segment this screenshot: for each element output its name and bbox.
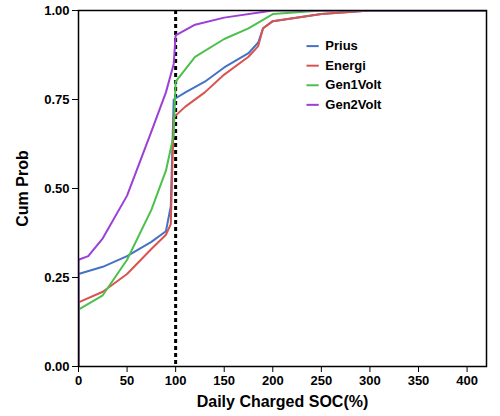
svg-text:0: 0 — [75, 373, 82, 388]
svg-text:Prius: Prius — [325, 38, 358, 53]
svg-text:50: 50 — [120, 373, 134, 388]
svg-text:Gen2Volt: Gen2Volt — [325, 97, 382, 112]
svg-text:Cum Prob: Cum Prob — [14, 150, 31, 227]
svg-text:150: 150 — [213, 373, 235, 388]
svg-text:200: 200 — [262, 373, 284, 388]
svg-text:0.50: 0.50 — [44, 181, 69, 196]
svg-text:100: 100 — [165, 373, 187, 388]
svg-text:0.00: 0.00 — [44, 359, 69, 374]
svg-text:300: 300 — [359, 373, 381, 388]
svg-text:0.25: 0.25 — [44, 270, 69, 285]
svg-text:1.00: 1.00 — [44, 3, 69, 18]
svg-text:350: 350 — [408, 373, 430, 388]
svg-text:400: 400 — [456, 373, 478, 388]
svg-text:Daily Charged SOC(%): Daily Charged SOC(%) — [197, 393, 369, 410]
svg-text:0.75: 0.75 — [44, 92, 69, 107]
svg-text:250: 250 — [311, 373, 333, 388]
svg-text:Energi: Energi — [325, 58, 365, 73]
svg-text:Gen1Volt: Gen1Volt — [325, 77, 382, 92]
